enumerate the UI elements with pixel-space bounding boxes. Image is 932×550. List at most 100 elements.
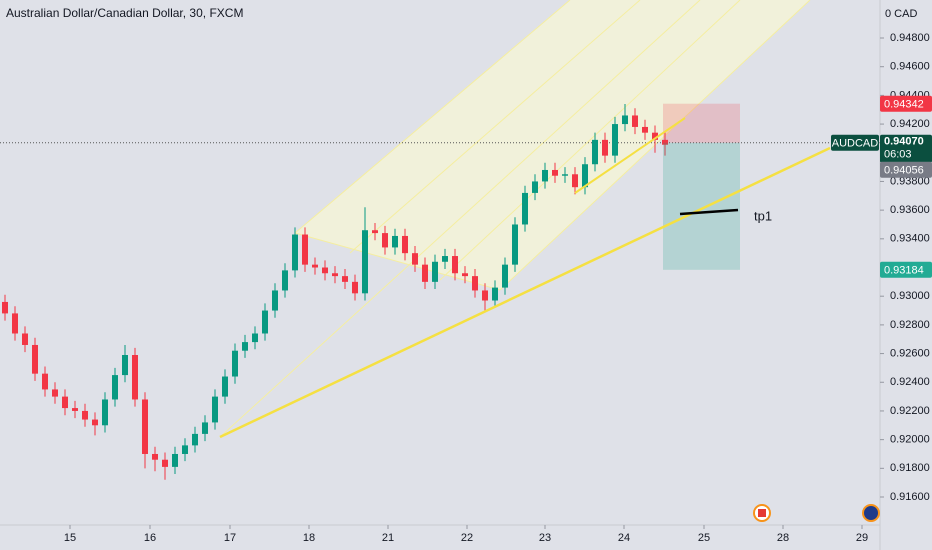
candle-body (92, 419, 98, 426)
candle-body (432, 261, 438, 282)
candle-body (532, 181, 538, 193)
x-tick-label: 22 (461, 532, 473, 544)
candle-body (232, 350, 238, 377)
candle-body (192, 433, 198, 446)
candle-body (222, 376, 228, 397)
y-tick-label: 0.91800 (890, 462, 930, 474)
candle-body (122, 355, 128, 376)
chart-title: Australian Dollar/Canadian Dollar, 30, F… (6, 6, 243, 20)
candle-body (312, 264, 318, 268)
x-tick-label: 24 (618, 532, 630, 544)
candle-body (442, 256, 448, 262)
annotation: tp1 (754, 208, 772, 223)
pitchfork-line (294, 232, 501, 291)
pitchfork-line (294, 0, 571, 234)
candle-body (392, 235, 398, 248)
candle-body (652, 132, 658, 140)
candle-body (272, 290, 278, 311)
axes: 0.948000.946000.944000.942000.938000.936… (64, 32, 932, 544)
candle-body (662, 139, 668, 145)
candle-body (382, 233, 388, 248)
candle-body (592, 139, 598, 165)
candle-body (2, 301, 8, 314)
candle-body (32, 344, 38, 374)
stop-zone (663, 103, 740, 143)
candle-body (292, 234, 298, 271)
candle-body (552, 169, 558, 176)
stop-label: 0.94342 (884, 99, 924, 111)
entry-label: 0.94070 (884, 136, 924, 148)
candle-body (322, 267, 328, 274)
candle-body (182, 445, 188, 454)
candle-body (492, 287, 498, 301)
candle-body (372, 230, 378, 234)
candle-body (622, 115, 628, 125)
countdown: 06:03 (884, 149, 912, 161)
candle-body (352, 281, 358, 294)
candle-body (152, 453, 158, 460)
candle-body (332, 273, 338, 277)
x-tick-label: 25 (698, 532, 710, 544)
y-tick-label: 0.92800 (890, 319, 930, 331)
candle-body (402, 235, 408, 254)
candle-body (612, 124, 618, 156)
y-tick-label: 0.94800 (890, 32, 930, 44)
candle-body (12, 313, 18, 334)
event-flag (758, 509, 766, 517)
position (663, 103, 740, 270)
entry-box (880, 134, 932, 163)
candle-body (542, 169, 548, 182)
target-label: 0.93184 (884, 265, 924, 277)
tp1-line (679, 208, 739, 216)
candle-body (562, 174, 568, 176)
y-tick-label: 0.92000 (890, 434, 930, 446)
y-tick-label: 0.91600 (890, 491, 930, 503)
candle-body (632, 115, 638, 127)
candle-body (462, 273, 468, 277)
candle-body (72, 408, 78, 411)
candle-body (362, 230, 368, 294)
symbol: AUDCAD (832, 138, 879, 150)
candle-body (82, 410, 88, 420)
pitchfork-fill (295, 0, 810, 290)
candle-body (172, 453, 178, 467)
candle-body (572, 174, 578, 188)
x-tick-label: 29 (856, 532, 868, 544)
y-tick-label: 0.92200 (890, 405, 930, 417)
symbol-box (831, 134, 879, 151)
candle-body (342, 276, 348, 282)
x-tick-label: 23 (539, 532, 551, 544)
pitchfork-line (349, 0, 641, 254)
candle-body (282, 270, 288, 291)
candle-body (42, 373, 48, 390)
last-price-label: 0.94056 (884, 165, 924, 177)
x-tick-label: 28 (777, 532, 789, 544)
candle-body (512, 224, 518, 265)
candle-body (602, 139, 608, 156)
candle-body (162, 459, 168, 467)
candles (2, 103, 668, 480)
candle-body (302, 234, 308, 265)
target-zone (663, 142, 740, 270)
currency-label: 0 CAD (885, 8, 917, 20)
candle-body (472, 276, 478, 291)
event-icon (862, 504, 880, 522)
y-tick-label: 0.93600 (890, 204, 930, 216)
candle-body (242, 342, 248, 351)
y-tick-label: 0.93400 (890, 233, 930, 245)
y-tick-label: 0.93800 (890, 175, 930, 187)
x-tick-label: 18 (303, 532, 315, 544)
trend-line (574, 117, 686, 194)
candle-body (582, 164, 588, 188)
y-tick-label: 0.93000 (890, 290, 930, 302)
candle-body (202, 422, 208, 434)
candle-body (452, 256, 458, 274)
y-tick-label: 0.92600 (890, 347, 930, 359)
candle-body (52, 389, 58, 397)
candle-body (502, 264, 508, 288)
candle-body (412, 253, 418, 265)
candle-body (22, 333, 28, 345)
candle-body (102, 399, 108, 426)
